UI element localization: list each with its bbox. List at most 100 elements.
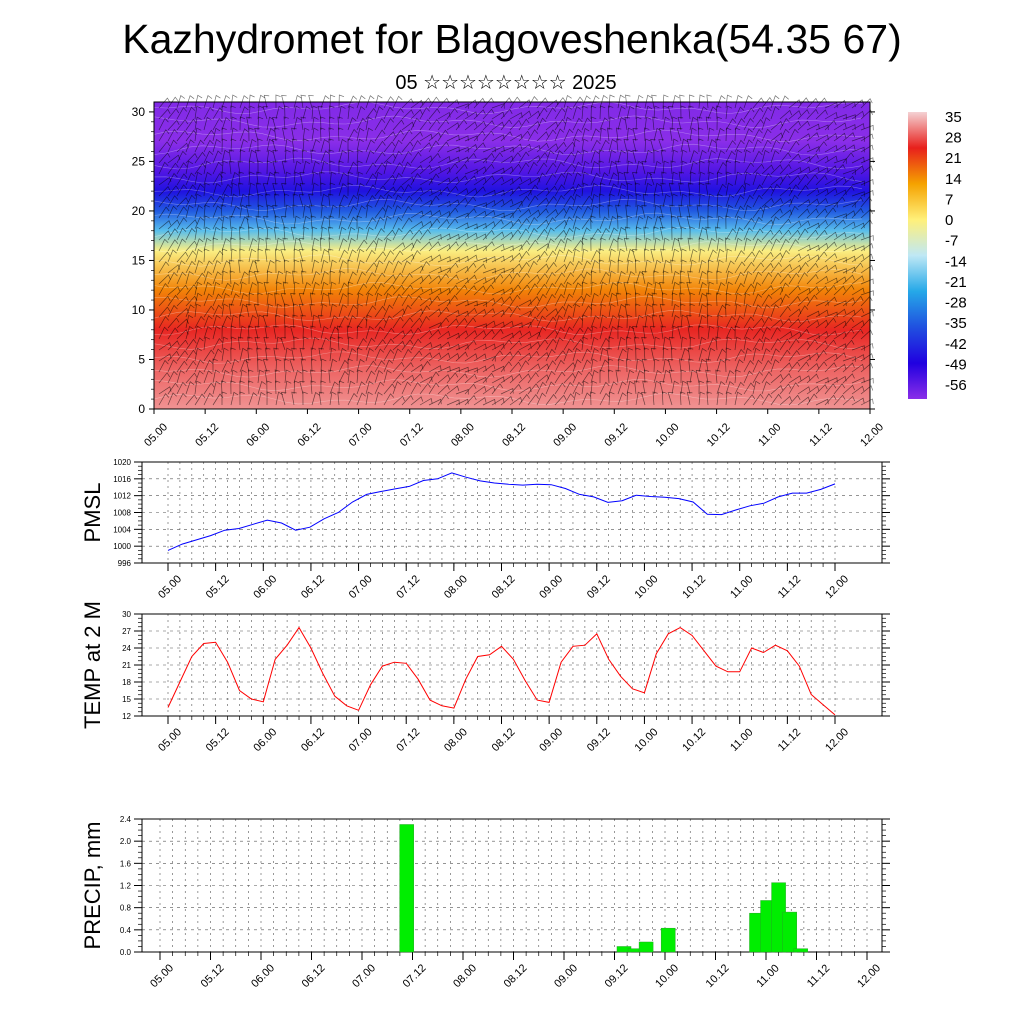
wind-barb — [761, 149, 770, 164]
wind-barb — [473, 166, 487, 175]
wind-barb — [635, 105, 641, 119]
wind-barb — [275, 303, 283, 318]
wind-barb — [734, 160, 741, 175]
wind-barb — [716, 171, 723, 186]
wind-barb — [623, 237, 630, 252]
wind-barb — [212, 314, 221, 329]
wind-barb — [374, 338, 386, 351]
wind-barb — [617, 226, 626, 241]
wind-barb — [563, 362, 576, 373]
wind-barb — [824, 394, 837, 406]
wind-barb — [679, 391, 686, 406]
wind-barb — [365, 195, 376, 208]
wind-barb — [293, 182, 302, 197]
wind-barb — [509, 186, 522, 197]
wind-barb — [598, 248, 604, 263]
wind-barb — [347, 259, 353, 274]
plot-frame — [141, 613, 883, 717]
wind-barb — [581, 117, 592, 131]
wind-barb — [669, 127, 676, 142]
wind-barb — [446, 199, 460, 208]
wind-barb — [194, 272, 206, 285]
wind-barb — [230, 314, 238, 329]
wind-barb — [500, 119, 513, 131]
wind-barb — [266, 127, 275, 142]
wind-barb — [176, 217, 188, 230]
wind-barb — [572, 96, 584, 109]
x-tick-label: 11.00 — [754, 962, 781, 989]
wind-barb — [527, 195, 539, 208]
wind-barb — [446, 343, 460, 351]
wind-barb — [248, 248, 257, 263]
wind-barb — [815, 167, 829, 175]
wind-barb — [248, 238, 258, 252]
wind-barb — [455, 119, 468, 131]
isotherm-contour — [153, 268, 863, 281]
wind-barb — [365, 271, 376, 285]
wind-barb — [698, 106, 708, 120]
wind-barb — [410, 373, 423, 384]
wind-barb — [842, 339, 855, 351]
wind-barb — [212, 271, 222, 285]
wind-barb — [770, 197, 783, 208]
wind-barb — [230, 325, 237, 340]
wind-barb — [401, 394, 414, 406]
wind-barb — [563, 105, 572, 120]
wind-barb — [687, 347, 694, 362]
wind-barb — [590, 172, 601, 186]
wind-barb — [661, 171, 667, 186]
wind-barb — [563, 186, 576, 197]
wind-barb — [329, 303, 337, 318]
wind-barb — [491, 383, 503, 395]
wind-barb — [392, 272, 404, 285]
wind-barb — [633, 281, 639, 296]
precip-bar — [638, 941, 654, 953]
wind-barb — [500, 97, 513, 109]
wind-barb — [328, 138, 334, 153]
wind-barb — [815, 109, 828, 120]
wind-barb — [320, 150, 330, 164]
wind-barb — [308, 95, 314, 109]
wind-barb — [509, 207, 522, 219]
wind-barb — [851, 287, 865, 296]
wind-barb — [280, 216, 287, 230]
wind-barb — [194, 238, 204, 252]
wind-barb — [212, 173, 224, 186]
wind-barb — [239, 391, 245, 406]
wind-barb — [554, 293, 565, 307]
x-tick-label: 10.12 — [680, 726, 708, 754]
wind-barb — [176, 95, 186, 109]
wind-barb — [212, 94, 221, 109]
wind-barb — [158, 274, 171, 285]
wind-barb — [167, 317, 180, 329]
wind-barb — [707, 337, 717, 351]
wind-barb — [176, 119, 189, 131]
wind-barb — [509, 119, 522, 131]
wind-barb — [455, 103, 469, 109]
colorbar-label: -49 — [945, 356, 967, 373]
wind-barb — [320, 193, 328, 208]
wind-barb — [383, 96, 395, 109]
wind-barb — [779, 128, 790, 142]
wind-barb — [518, 250, 530, 263]
wind-barb — [347, 358, 353, 373]
wind-barb — [590, 325, 598, 340]
wind-barb — [671, 292, 678, 307]
wind-barb — [815, 264, 829, 274]
wind-barb — [320, 270, 329, 285]
wind-barb — [419, 133, 433, 142]
wind-barb — [284, 303, 290, 318]
wind-barb — [689, 171, 696, 186]
wind-barb — [473, 202, 487, 208]
wind-barb — [779, 118, 790, 131]
wind-barb — [518, 110, 532, 120]
wind-barb — [185, 219, 198, 230]
wind-barb — [698, 270, 707, 285]
wind-barb — [725, 118, 737, 131]
wind-barb — [626, 336, 632, 351]
wind-barb — [824, 133, 838, 142]
wind-barb — [626, 314, 633, 329]
wind-barb — [176, 339, 189, 351]
x-tick-label: 05.00 — [156, 573, 184, 601]
wind-barb — [680, 105, 686, 120]
